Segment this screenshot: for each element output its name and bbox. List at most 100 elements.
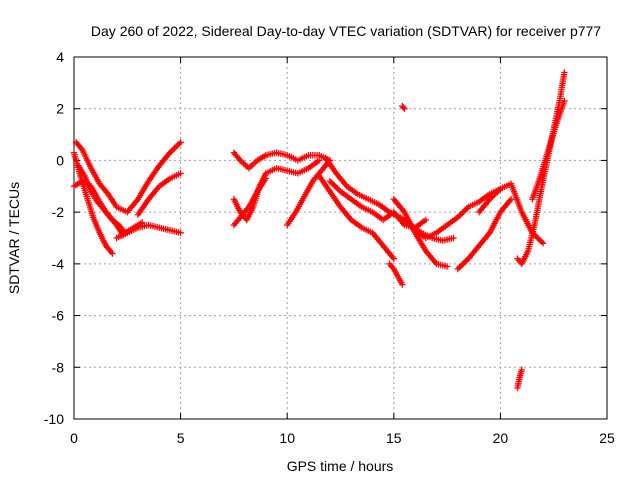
data-point-run — [477, 231, 492, 248]
data-point-run — [456, 205, 471, 220]
data-point-run — [231, 215, 243, 227]
data-series-trace-22 — [514, 366, 525, 392]
y-tick-label: -4 — [52, 256, 65, 272]
data-point-run — [391, 197, 407, 214]
x-tick-label: 25 — [599, 430, 615, 446]
y-tick-label: -10 — [44, 411, 64, 427]
data-point-run — [238, 205, 251, 219]
data-point-run — [76, 164, 87, 178]
data-point-run — [72, 178, 85, 189]
data-point-run — [168, 140, 183, 155]
data-point — [422, 216, 429, 224]
data-series-trace-16 — [399, 102, 408, 112]
data-point-run — [423, 249, 439, 266]
data-series-trace-21 — [529, 97, 568, 203]
data-point — [507, 196, 515, 203]
data-point-run — [542, 138, 555, 162]
x-tick-label: 20 — [493, 430, 509, 446]
y-tick-label: 4 — [56, 49, 64, 65]
data-point-run — [97, 182, 110, 196]
grid — [74, 57, 607, 419]
chart-title: Day 260 of 2022, Sidereal Day-to-day VTE… — [91, 23, 601, 39]
data-point-run — [515, 257, 524, 266]
data-point — [401, 105, 408, 112]
y-axis-label: SDTVAR / TECUs — [6, 182, 22, 294]
data-point — [326, 177, 334, 185]
data-point-run — [323, 156, 339, 175]
data-point-run — [349, 197, 364, 209]
data-point-run — [349, 217, 364, 230]
data-point-run — [441, 235, 455, 244]
x-tick-label: 5 — [177, 430, 185, 446]
data-point — [177, 170, 184, 177]
data-point-run — [157, 151, 172, 168]
data-point — [518, 366, 525, 374]
data-series-trace-9 — [230, 175, 270, 229]
y-tick-label: -2 — [52, 204, 65, 220]
data-series-trace-6 — [134, 170, 184, 218]
data-point-run — [302, 179, 315, 198]
data-point-run — [238, 158, 251, 170]
data-point-run — [168, 227, 182, 236]
data-series-trace-11 — [315, 172, 397, 262]
data-point-run — [499, 181, 513, 192]
y-tick-label: 2 — [56, 101, 64, 117]
data-point-run — [146, 164, 162, 183]
data-point-run — [525, 224, 538, 252]
data-point-run — [371, 210, 385, 222]
data-point-run — [101, 207, 113, 219]
data-point-run — [424, 230, 438, 241]
y-tick-label: 0 — [56, 152, 64, 168]
y-tick-label: -6 — [52, 308, 65, 324]
data-point-run — [445, 215, 460, 227]
data-point — [561, 97, 568, 105]
x-tick-label: 0 — [70, 430, 78, 446]
axis-ticks: 0 5 10 15 20 25 -10 -8 -6 -4 -2 0 2 4 — [44, 49, 615, 446]
data-point-run — [555, 99, 567, 121]
data-point-run — [339, 189, 353, 202]
data-point — [109, 250, 116, 257]
data-point-run — [296, 153, 310, 163]
data-point-run — [360, 225, 374, 235]
data-point-run — [360, 204, 374, 215]
data-point-run — [95, 200, 106, 212]
plot-frame — [73, 56, 608, 420]
data-point — [177, 139, 184, 146]
data-point — [177, 229, 184, 237]
data-point-run — [286, 153, 299, 163]
data-point-run — [88, 189, 100, 204]
data-point-run — [115, 204, 129, 215]
data-point-run — [328, 179, 343, 194]
data-point-run — [135, 197, 151, 217]
data-point-run — [516, 368, 525, 379]
data-point-run — [467, 199, 481, 210]
data-point-run — [285, 210, 298, 227]
data-point-run — [367, 197, 380, 207]
data-point-run — [231, 197, 243, 214]
x-tick-label: 10 — [279, 430, 295, 446]
data-point-run — [413, 228, 428, 240]
data-series-trace-14 — [386, 260, 406, 288]
data-point-run — [519, 249, 531, 266]
y-tick-label: -8 — [52, 359, 65, 375]
data-point-run — [244, 205, 256, 222]
data-point-run — [387, 262, 396, 271]
data-point-run — [487, 210, 503, 235]
data-point-run — [391, 267, 401, 279]
data-point — [443, 263, 451, 270]
data-point-run — [435, 223, 449, 235]
data-point — [454, 265, 461, 273]
data-point-run — [147, 222, 161, 231]
data-point-run — [529, 179, 542, 201]
data-series-trace-15 — [390, 196, 451, 270]
data-point-run — [97, 231, 109, 248]
data-point-run — [307, 158, 321, 171]
data-point-run — [126, 225, 140, 235]
data-point — [539, 239, 547, 247]
data-point-run — [106, 192, 119, 209]
data-point-run — [88, 166, 102, 185]
x-axis-label: GPS time / hours — [287, 458, 394, 474]
data-point-run — [395, 275, 405, 286]
data-point-run — [391, 210, 407, 227]
